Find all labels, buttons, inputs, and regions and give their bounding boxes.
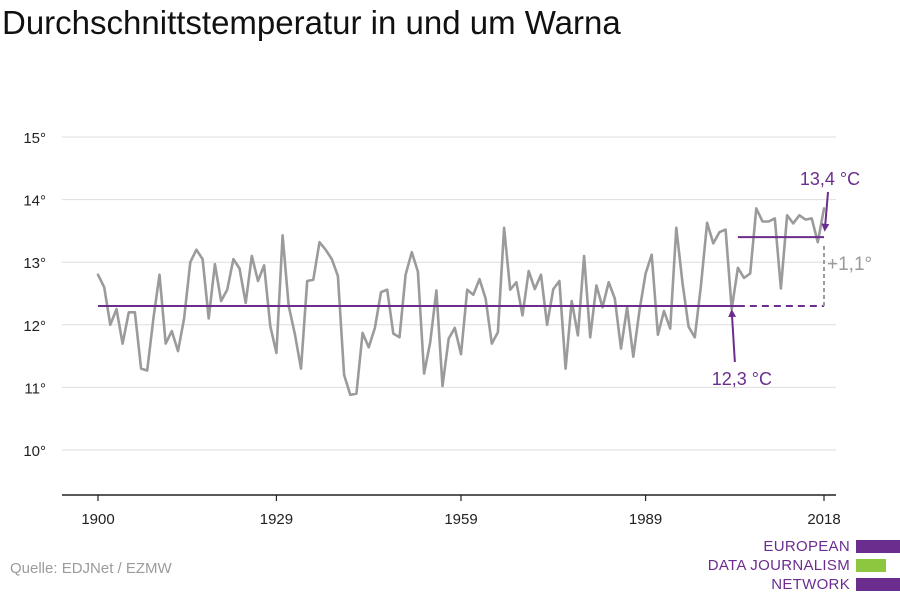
temperature-series [96, 207, 826, 397]
baseline-annotation-label: 12,3 °C [712, 369, 772, 389]
x-tick-label: 2018 [807, 511, 840, 528]
y-tick-label: 10° [23, 443, 46, 460]
reference-lines [98, 236, 824, 308]
recent-annotation-label: 13,4 °C [800, 169, 860, 189]
logo-line-3: NETWORK [771, 576, 850, 593]
y-tick-label: 14° [23, 193, 46, 210]
y-tick-labels: 10° 11° 12° 13° 14° 15° [23, 130, 46, 460]
x-tick-label: 1959 [444, 511, 477, 528]
y-tick-label: 11° [24, 380, 46, 397]
source-note: Quelle: EDJNet / EZMW [10, 560, 172, 577]
logo-line-2: DATA JOURNALISM [707, 557, 850, 574]
x-tick-label: 1900 [81, 511, 114, 528]
y-tick-label: 13° [23, 255, 46, 272]
edjnet-logo: EUROPEAN DATA JOURNALISM NETWORK [700, 538, 900, 598]
y-tick-label: 15° [23, 130, 46, 147]
recent-annotation-arrow [821, 191, 830, 232]
logo-bar-3 [856, 578, 900, 591]
chart-title: Durchschnittstemperatur in und um Warna [2, 4, 621, 41]
temperature-line [96, 207, 826, 397]
annotations: +1,1° 12,3 °C 13,4 °C [712, 169, 872, 389]
delta-label: +1,1° [827, 254, 872, 275]
logo-bar-2 [856, 559, 886, 572]
logo-bar-1 [856, 540, 900, 553]
grid-lines [62, 136, 836, 451]
x-tick-label: 1989 [629, 511, 662, 528]
y-tick-label: 12° [23, 318, 46, 335]
x-tick-label: 1929 [260, 511, 293, 528]
logo-line-1: EUROPEAN [763, 538, 850, 555]
baseline-annotation-arrow [728, 309, 737, 363]
x-axis: 1900 1929 1959 1989 2018 [62, 494, 841, 528]
